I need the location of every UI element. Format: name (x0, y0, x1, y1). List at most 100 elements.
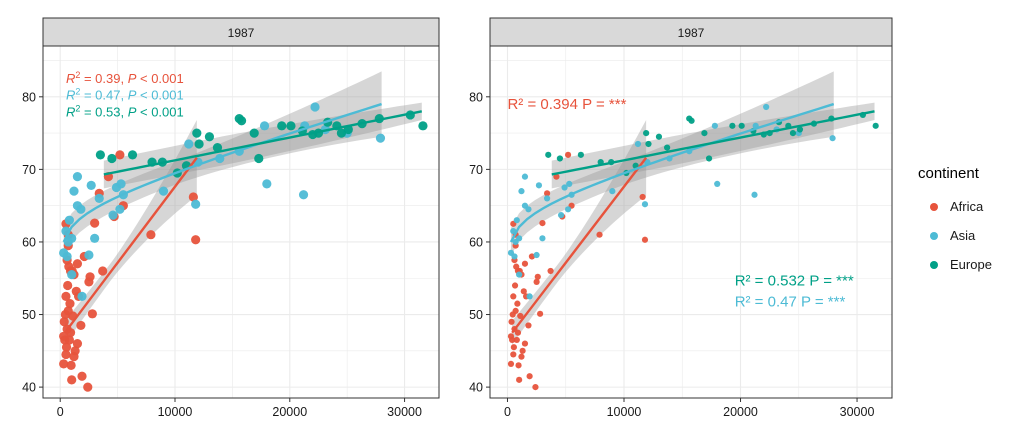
point-asia (375, 133, 386, 143)
point-asia (76, 204, 86, 214)
point-asia (829, 135, 836, 142)
point-europe (545, 151, 552, 158)
point-asia (64, 215, 74, 225)
point-asia (86, 180, 96, 190)
point-asia (94, 193, 104, 204)
y-tick-label: 40 (469, 381, 483, 395)
point-asia (521, 173, 529, 180)
point-asia (751, 191, 758, 198)
point-africa (188, 192, 198, 202)
point-africa (69, 352, 79, 362)
y-tick-label: 70 (469, 163, 483, 177)
legend-item-asia: Asia (918, 221, 1018, 250)
legend-key-africa (930, 202, 938, 211)
fit-line-asia (62, 102, 382, 243)
point-asia (262, 179, 272, 189)
confidence-ribbon-asia (510, 71, 834, 256)
point-europe (192, 128, 202, 138)
point-africa (90, 218, 100, 228)
point-asia (557, 212, 565, 219)
point-asia (609, 188, 616, 195)
x-tick-label: 20000 (723, 405, 758, 419)
x-tick-label: 10000 (607, 405, 642, 419)
y-tick-label: 70 (22, 163, 36, 177)
x-tick-label: 30000 (387, 405, 422, 419)
x-tick-label: 0 (504, 405, 511, 419)
point-africa (596, 231, 603, 238)
point-europe (643, 129, 650, 137)
point-africa (516, 376, 523, 383)
y-tick-label: 40 (22, 381, 36, 395)
point-asia (564, 206, 572, 213)
right-axes: 40 50 60 70 80 0 10000 20000 30000 (469, 90, 874, 419)
point-africa (514, 300, 521, 307)
right-panel-border (489, 45, 893, 399)
fit-line-africa (511, 157, 648, 334)
point-africa (508, 318, 515, 325)
point-asia (543, 195, 551, 202)
point-europe (249, 128, 259, 138)
confidence-ribbon-europe (551, 102, 875, 189)
right-panel: 1987 40 50 60 70 80 0 10000 20000 30000 R² = 0.3… (469, 17, 893, 419)
y-tick-label: 50 (22, 308, 36, 322)
fit-line-africa (63, 157, 198, 334)
point-europe (701, 129, 708, 137)
point-africa (83, 382, 93, 392)
point-europe (212, 143, 223, 153)
fit-line-europe (103, 110, 423, 176)
point-asia (516, 235, 523, 242)
point-asia (561, 184, 568, 191)
point-europe (336, 128, 347, 138)
point-europe (577, 151, 584, 158)
point-africa (61, 349, 71, 360)
right-facet-strip (489, 17, 893, 47)
point-asia (90, 233, 100, 243)
point-africa (511, 282, 519, 289)
point-europe (418, 121, 428, 131)
right-points (507, 103, 879, 391)
point-africa (59, 317, 69, 327)
right-grid (490, 46, 892, 398)
point-asia (516, 271, 523, 278)
point-europe (738, 122, 745, 129)
point-africa (534, 273, 541, 280)
point-africa (521, 340, 529, 347)
point-africa (146, 230, 156, 240)
annotation-africa: R² = 0.394 P = *** (507, 96, 626, 113)
point-asia (108, 210, 118, 220)
point-africa (515, 362, 522, 369)
point-asia (69, 186, 79, 196)
confidence-ribbon-asia (63, 71, 382, 256)
annotation-asia: R2 = 0.47, P < 0.001 (66, 87, 184, 103)
point-africa (528, 253, 536, 260)
point-africa (84, 277, 94, 287)
point-africa (59, 359, 69, 369)
point-asia (191, 199, 201, 209)
point-africa (509, 311, 516, 318)
point-asia (67, 233, 77, 243)
point-africa (639, 193, 646, 201)
x-tick-label: 20000 (272, 405, 307, 419)
right-annotations: R² = 0.394 P = *** R² = 0.532 P = *** R² =… (507, 96, 853, 310)
point-africa (564, 151, 572, 158)
point-europe (286, 121, 296, 131)
point-europe (655, 133, 663, 140)
left-axes: 40 50 60 70 80 0 10000 20000 30000 (22, 90, 422, 419)
point-africa (510, 344, 517, 351)
point-africa (510, 293, 517, 300)
fit-line-asia (509, 102, 835, 243)
left-points (59, 102, 428, 392)
x-tick-label: 30000 (840, 405, 875, 419)
point-africa (77, 371, 87, 381)
point-europe (204, 132, 215, 142)
left-facet-strip (42, 17, 440, 47)
point-asia (298, 190, 309, 200)
point-africa (60, 309, 70, 320)
point-africa (507, 360, 515, 367)
point-africa (87, 309, 97, 319)
left-panel-border (42, 45, 440, 399)
point-asia (634, 140, 642, 148)
point-africa (510, 351, 517, 358)
point-asia (84, 250, 94, 260)
